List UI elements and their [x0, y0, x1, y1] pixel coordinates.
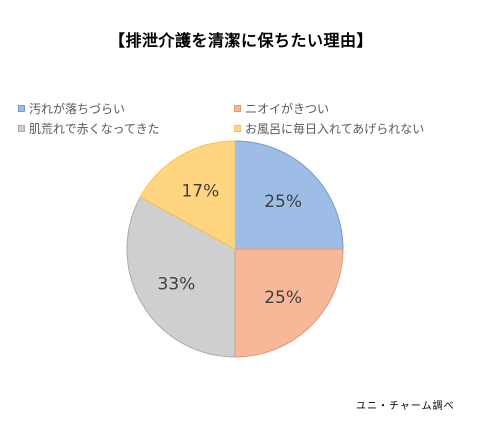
slice-value-label: 33% [158, 275, 196, 295]
legend-label: お風呂に毎日入れてあげられない [245, 122, 425, 136]
pie-slice [234, 248, 344, 358]
pie-slice [126, 196, 236, 358]
legend-swatch [234, 125, 241, 132]
legend-item: 汚れが落ちづらい [10, 100, 226, 117]
legend-swatch [234, 105, 241, 112]
legend-item: お風呂に毎日入れてあげられない [226, 120, 466, 137]
legend-item: 肌荒れで赤くなってきた [10, 120, 226, 137]
slice-value-label: 25% [264, 288, 302, 308]
legend-label: 肌荒れで赤くなってきた [29, 122, 160, 136]
slice-value-label: 25% [264, 192, 302, 212]
source-note: ユニ・チャーム調べ [356, 401, 455, 412]
pie-slice [139, 140, 236, 250]
legend-label: ニオイがきつい [245, 102, 330, 116]
slice-value-label: 17% [181, 181, 219, 201]
chart-title: 【排泄介護を清潔に保ちたい理由】 [108, 31, 373, 50]
legend-swatch [18, 105, 25, 112]
legend-item: ニオイがきつい [226, 100, 466, 117]
legend: 汚れが落ちづらい ニオイがきつい 肌荒れで赤くなってきた お風呂に毎日入れてあげ… [10, 100, 470, 137]
pie-slice [234, 140, 344, 250]
legend-label: 汚れが落ちづらい [29, 102, 126, 116]
legend-swatch [18, 125, 25, 132]
